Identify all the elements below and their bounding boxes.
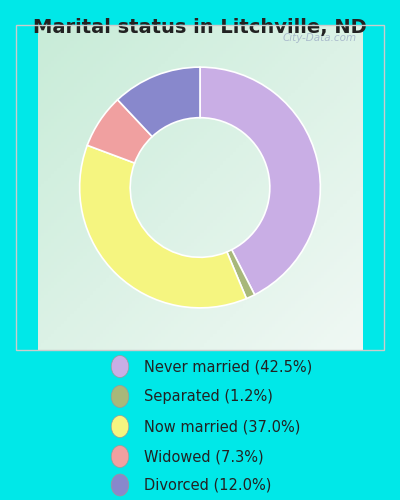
Text: Widowed (7.3%): Widowed (7.3%) [144, 449, 264, 464]
Text: Separated (1.2%): Separated (1.2%) [144, 389, 273, 404]
Text: Never married (42.5%): Never married (42.5%) [144, 359, 312, 374]
Wedge shape [80, 146, 246, 308]
Text: City-Data.com: City-Data.com [282, 34, 356, 43]
Text: Marital status in Litchville, ND: Marital status in Litchville, ND [33, 18, 367, 38]
Text: Now married (37.0%): Now married (37.0%) [144, 419, 300, 434]
Text: Divorced (12.0%): Divorced (12.0%) [144, 478, 271, 492]
Wedge shape [227, 250, 255, 298]
Wedge shape [87, 100, 152, 163]
Wedge shape [118, 67, 200, 136]
Wedge shape [200, 67, 320, 295]
